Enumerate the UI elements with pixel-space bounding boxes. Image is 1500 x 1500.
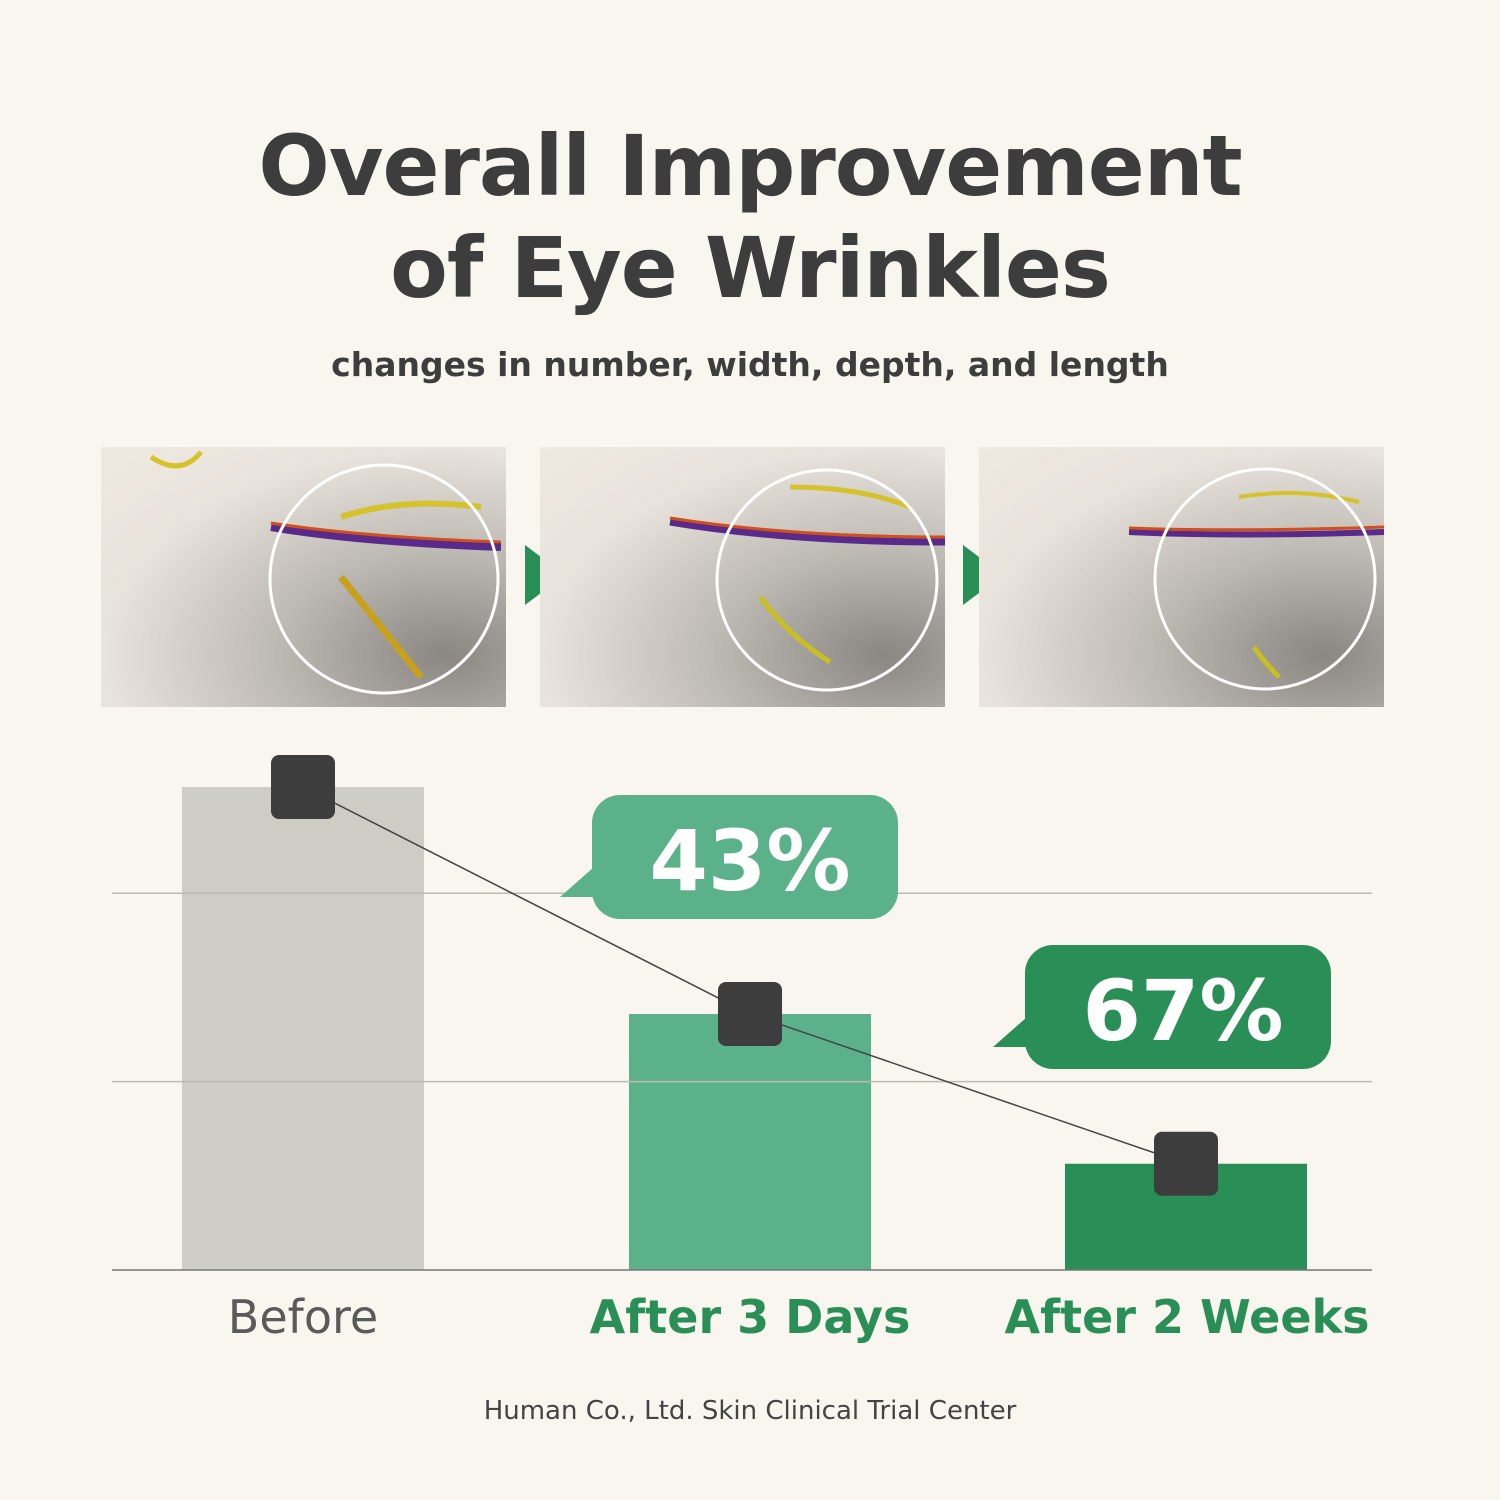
- title-line-2: of Eye Wrinkles: [390, 219, 1111, 317]
- photo-before: [101, 447, 506, 707]
- photo-after-2-weeks: [979, 447, 1384, 707]
- data-marker-0: [271, 755, 335, 819]
- title-line-1: Overall Improvement: [258, 117, 1242, 215]
- wrinkle-map-after-3-days: [669, 468, 945, 692]
- photo-after-3-days: [540, 447, 945, 707]
- improvement-label-2: 67%: [1082, 962, 1283, 1060]
- data-marker-2: [1154, 1131, 1218, 1196]
- data-marker-1: [718, 982, 782, 1047]
- wrinkle-map-before: [149, 450, 502, 695]
- x-label-after-3-days: After 3 Days: [589, 1290, 911, 1344]
- subtitle: changes in number, width, depth, and len…: [331, 345, 1169, 384]
- bar-1: [629, 1014, 871, 1270]
- callout-bubble-2: [1025, 945, 1331, 1069]
- x-label-before: Before: [227, 1290, 379, 1344]
- wrinkle-map-after-2-weeks: [1128, 467, 1384, 691]
- bar-0: [182, 787, 424, 1270]
- callout-bubble-1: [592, 795, 898, 919]
- source-note: Human Co., Ltd. Skin Clinical Trial Cent…: [483, 1396, 1017, 1426]
- x-label-after-2-weeks: After 2 Weeks: [1004, 1290, 1370, 1344]
- improvement-label-1: 43%: [649, 812, 850, 910]
